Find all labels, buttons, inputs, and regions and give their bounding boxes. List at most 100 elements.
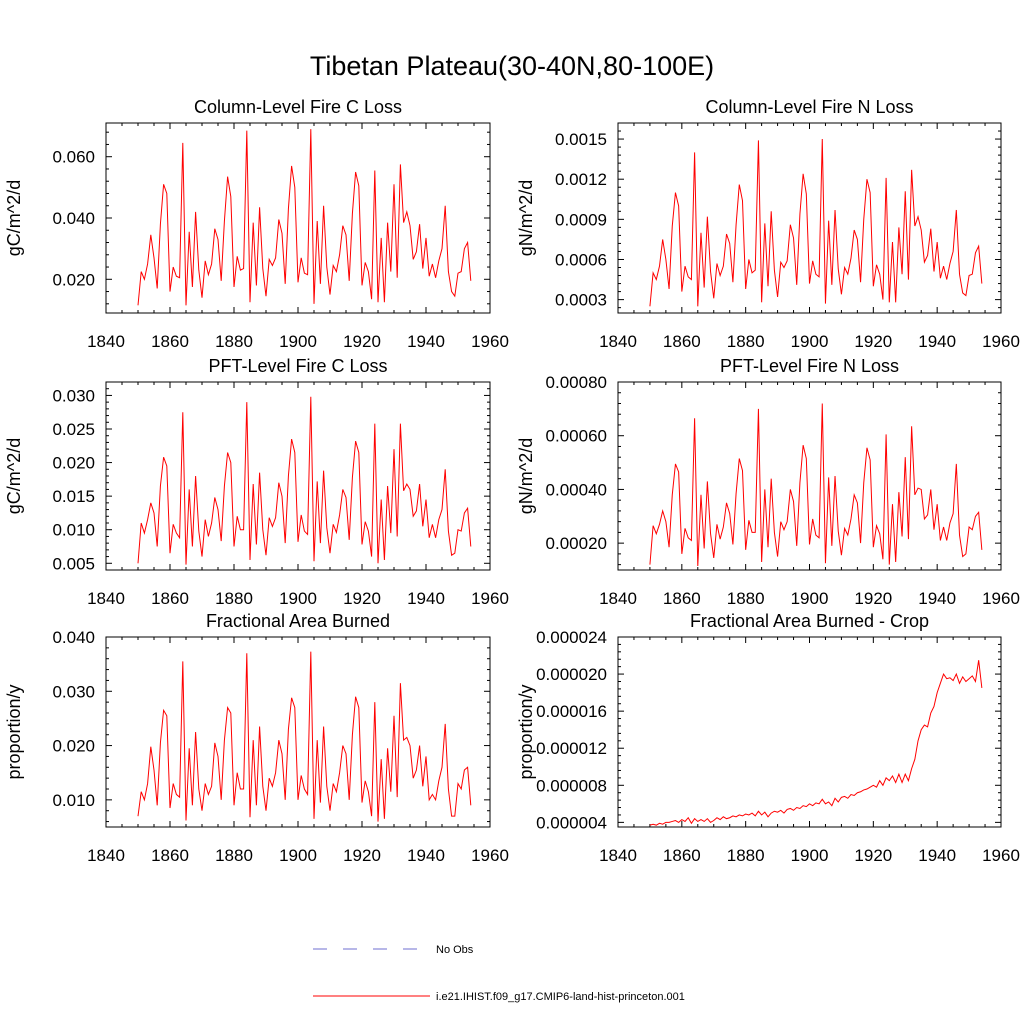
y-axis-label: gC/m^2/d xyxy=(4,438,24,514)
y-tick-label: 0.030 xyxy=(52,386,95,405)
x-tick-label: 1860 xyxy=(151,846,189,865)
x-tick-label: 1940 xyxy=(407,589,445,608)
x-tick-label: 1960 xyxy=(982,846,1020,865)
series-line xyxy=(137,396,472,565)
x-tick-label: 1860 xyxy=(151,332,189,351)
x-tick-label: 1960 xyxy=(471,589,509,608)
chart-title: Column-Level Fire N Loss xyxy=(705,97,913,117)
chart-title: Column-Level Fire C Loss xyxy=(194,97,402,117)
chart-panel-3: PFT-Level Fire C Loss gC/m^2/d 1840 1860 188… xyxy=(4,356,509,608)
y-tick-label: 0.000008 xyxy=(536,776,607,795)
x-tick-label: 1920 xyxy=(343,846,381,865)
y-axis-label: gN/m^2/d xyxy=(516,438,536,514)
x-tick-label: 1840 xyxy=(87,589,125,608)
y-tick-label: 0.00040 xyxy=(546,480,607,499)
series-line xyxy=(649,660,983,826)
y-tick-label: 0.020 xyxy=(52,737,95,756)
x-tick-label: 1900 xyxy=(791,846,829,865)
y-tick-label: 0.0003 xyxy=(555,291,607,310)
x-tick-label: 1940 xyxy=(918,332,956,351)
x-tick-label: 1920 xyxy=(343,332,381,351)
x-tick-label: 1860 xyxy=(663,332,701,351)
chart-panels: Column-Level Fire C Loss gC/m^2/d 1840 1860… xyxy=(4,97,1020,865)
series-line xyxy=(137,129,472,306)
x-tick-label: 1880 xyxy=(215,332,253,351)
x-tick-label: 1960 xyxy=(982,589,1020,608)
x-tick-label: 1920 xyxy=(854,589,892,608)
y-axis-label: gC/m^2/d xyxy=(4,180,24,256)
legend-label-model: i.e21.IHIST.f09_g17.CMIP6-land-hist-prin… xyxy=(436,991,685,1003)
y-axis-label: gN/m^2/d xyxy=(516,180,536,256)
x-tick-label: 1840 xyxy=(599,846,637,865)
y-axis-label: proportion/y xyxy=(4,684,24,779)
y-tick-label: 0.015 xyxy=(52,487,95,506)
y-tick-label: 0.025 xyxy=(52,420,95,439)
plot-frame xyxy=(105,122,491,314)
x-tick-label: 1900 xyxy=(279,589,317,608)
x-tick-label: 1920 xyxy=(854,846,892,865)
x-tick-label: 1860 xyxy=(663,589,701,608)
x-tick-label: 1840 xyxy=(87,846,125,865)
y-tick-label: 0.0015 xyxy=(555,130,607,149)
series-line xyxy=(649,403,983,566)
x-tick-label: 1860 xyxy=(663,846,701,865)
y-tick-label: 0.040 xyxy=(52,209,95,228)
chart-title: PFT-Level Fire N Loss xyxy=(720,356,899,376)
chart-title: PFT-Level Fire C Loss xyxy=(208,356,387,376)
y-tick-label: 0.000004 xyxy=(536,813,607,832)
chart-panel-5: Fractional Area Burned proportion/y 1840 18… xyxy=(4,611,509,865)
x-tick-label: 1940 xyxy=(407,332,445,351)
x-tick-label: 1920 xyxy=(343,589,381,608)
y-tick-label: 0.010 xyxy=(52,791,95,810)
x-tick-label: 1960 xyxy=(982,332,1020,351)
chart-panel-4: PFT-Level Fire N Loss gN/m^2/d 1840 1860 188… xyxy=(516,356,1020,608)
x-tick-label: 1840 xyxy=(599,332,637,351)
y-tick-label: 0.040 xyxy=(52,628,95,647)
chart-panel-2: Column-Level Fire N Loss gN/m^2/d 1840 1860… xyxy=(516,97,1020,351)
y-tick-label: 0.00060 xyxy=(546,427,607,446)
y-tick-label: 0.020 xyxy=(52,454,95,473)
y-axis-label: proportion/y xyxy=(516,684,536,779)
x-tick-label: 1900 xyxy=(279,332,317,351)
y-tick-label: 0.030 xyxy=(52,682,95,701)
plot-frame xyxy=(617,122,1002,314)
legend: No Obs i.e21.IHIST.f09_g17.CMIP6-land-hi… xyxy=(313,944,685,1003)
x-tick-label: 1860 xyxy=(151,589,189,608)
legend-label-no-obs: No Obs xyxy=(436,944,474,956)
y-tick-label: 0.000024 xyxy=(536,628,607,647)
x-tick-label: 1840 xyxy=(87,332,125,351)
series-line xyxy=(137,651,472,822)
figure-title: Tibetan Plateau(30-40N,80-100E) xyxy=(310,51,714,81)
x-tick-label: 1940 xyxy=(918,589,956,608)
y-tick-label: 0.000020 xyxy=(536,665,607,684)
chart-title: Fractional Area Burned xyxy=(206,611,390,631)
chart-title: Fractional Area Burned - Crop xyxy=(690,611,929,631)
y-tick-label: 0.000016 xyxy=(536,702,607,721)
y-tick-label: 0.0009 xyxy=(555,210,607,229)
y-tick-label: 0.0006 xyxy=(555,250,607,269)
x-tick-label: 1900 xyxy=(791,332,829,351)
x-tick-label: 1940 xyxy=(918,846,956,865)
y-tick-label: 0.0012 xyxy=(555,170,607,189)
y-tick-label: 0.010 xyxy=(52,521,95,540)
x-tick-label: 1900 xyxy=(279,846,317,865)
x-tick-label: 1960 xyxy=(471,332,509,351)
chart-panel-6: Fractional Area Burned - Crop proportion/… xyxy=(516,611,1020,865)
x-tick-label: 1900 xyxy=(791,589,829,608)
x-tick-label: 1880 xyxy=(727,846,765,865)
x-tick-label: 1880 xyxy=(727,589,765,608)
plot-frame xyxy=(617,636,1002,828)
x-tick-label: 1920 xyxy=(854,332,892,351)
x-tick-label: 1960 xyxy=(471,846,509,865)
y-tick-label: 0.020 xyxy=(52,270,95,289)
x-tick-label: 1880 xyxy=(215,846,253,865)
x-tick-label: 1840 xyxy=(599,589,637,608)
series-line xyxy=(649,139,983,307)
y-tick-label: 0.060 xyxy=(52,148,95,167)
y-tick-label: 0.00080 xyxy=(546,373,607,392)
y-tick-label: 0.00020 xyxy=(546,534,607,553)
y-tick-label: 0.000012 xyxy=(536,739,607,758)
chart-panel-1: Column-Level Fire C Loss gC/m^2/d 1840 1860… xyxy=(4,97,509,351)
x-tick-label: 1880 xyxy=(215,589,253,608)
